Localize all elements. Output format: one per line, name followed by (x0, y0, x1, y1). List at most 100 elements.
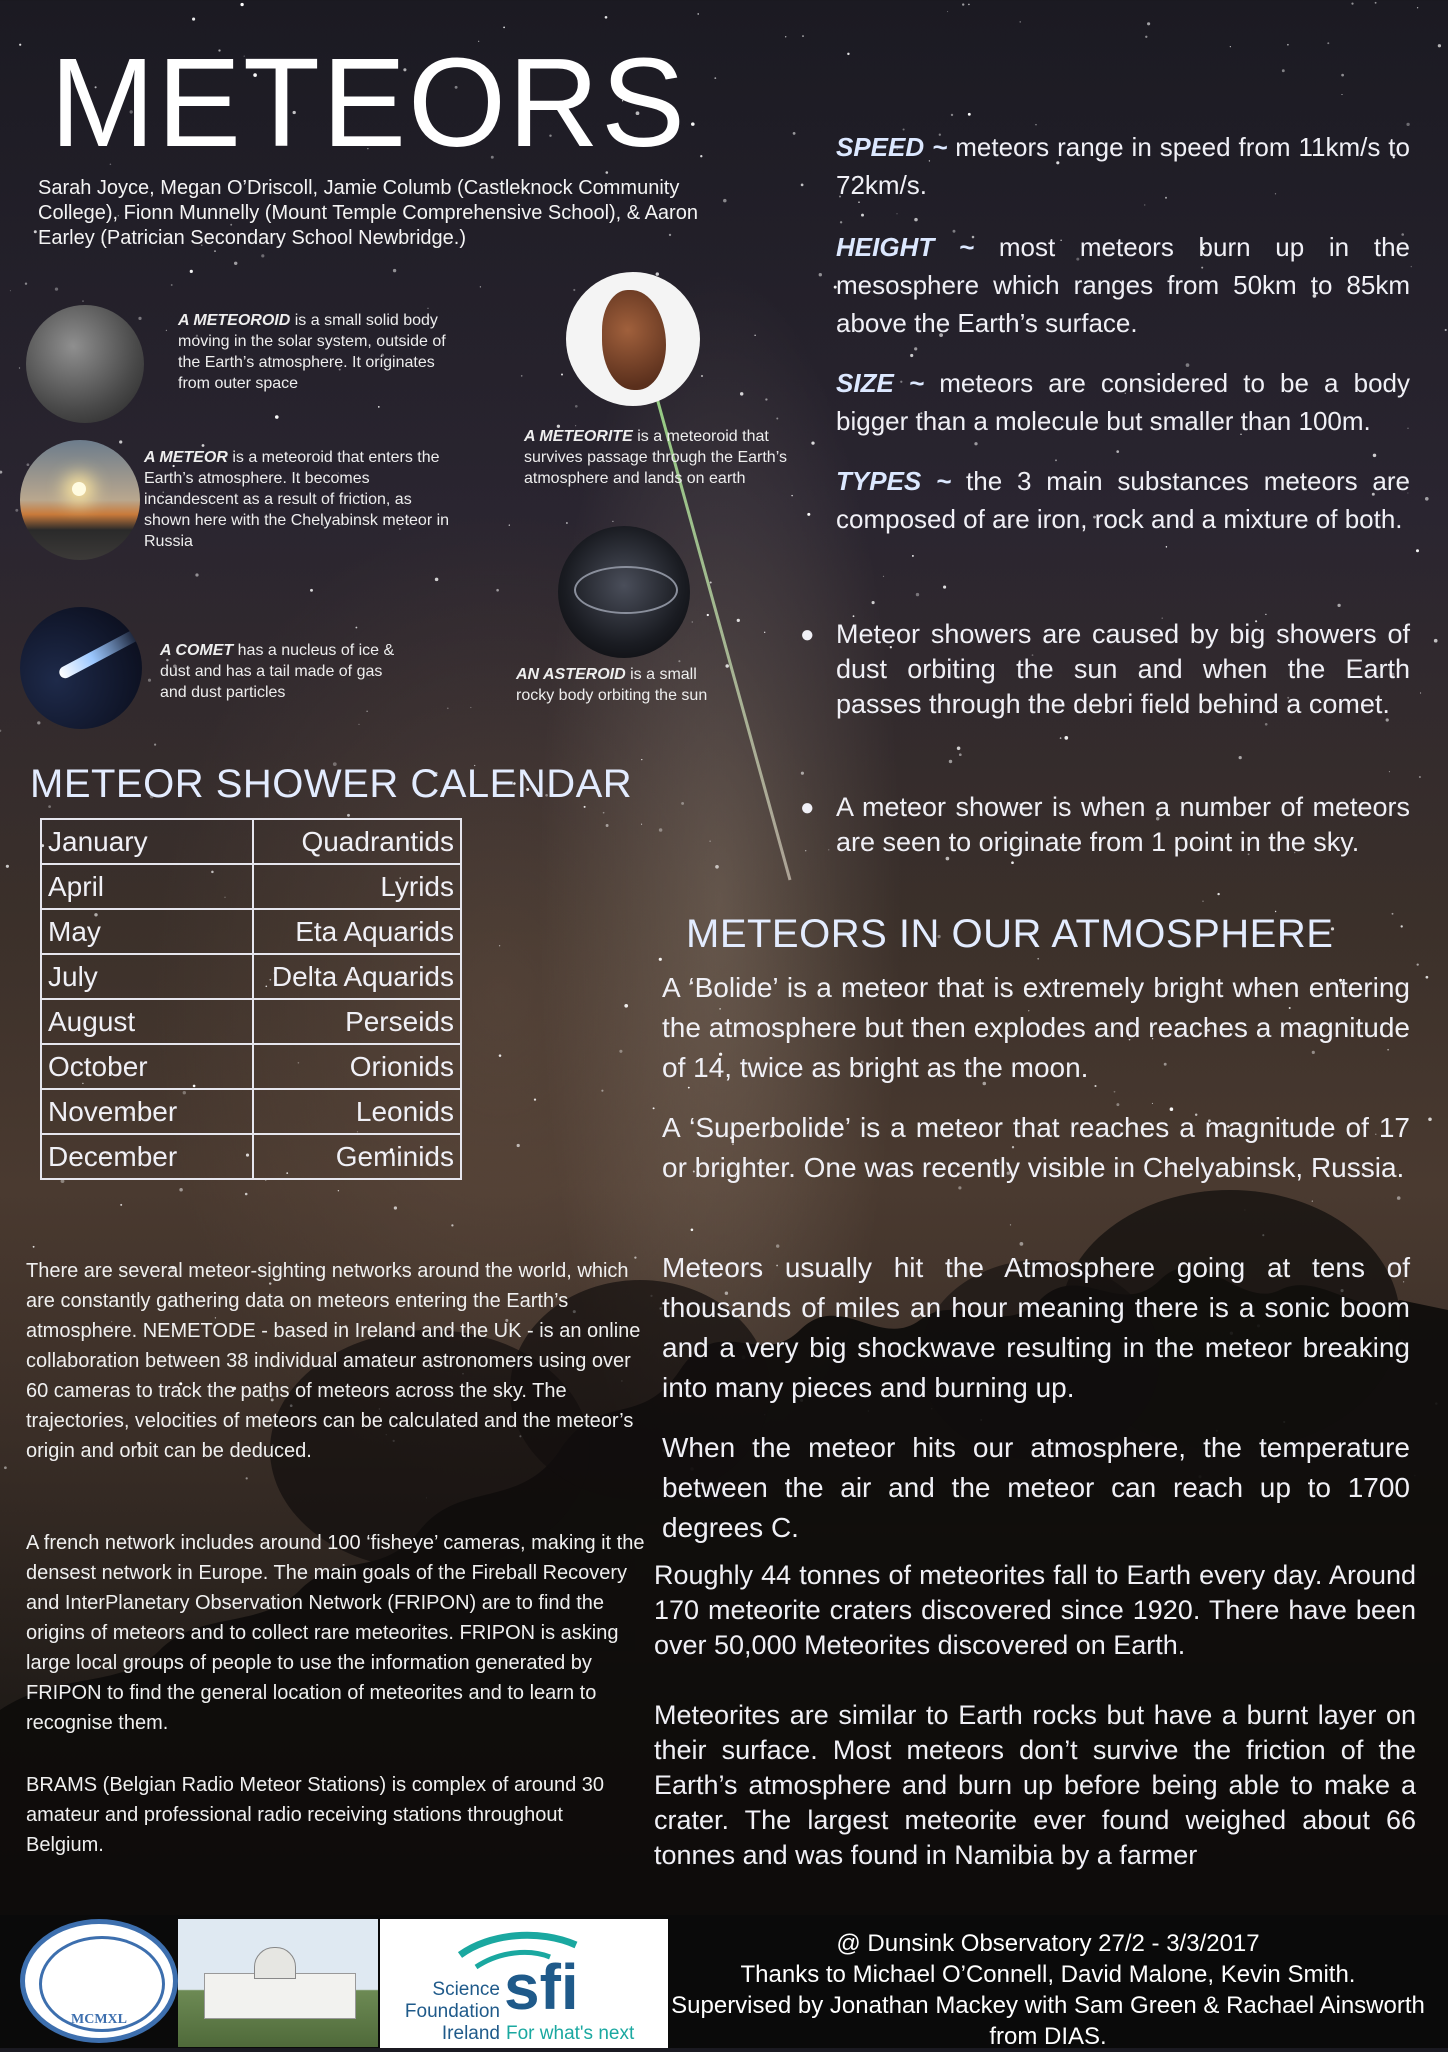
star (1055, 459, 1057, 462)
star (1244, 1209, 1246, 1211)
fripon-paragraph: A french network includes around 100 ‘fi… (26, 1532, 645, 1734)
star (189, 269, 193, 273)
star (1064, 736, 1069, 740)
star (516, 1143, 520, 1148)
star (496, 588, 499, 592)
star (508, 524, 510, 526)
star (1165, 546, 1168, 548)
thanks-line: Thanks to Michael O’Connell, David Malon… (740, 1961, 1356, 1988)
star (612, 520, 614, 523)
star (377, 406, 380, 408)
star (310, 588, 313, 592)
bullet-text: Meteor showers are caused by big showers… (836, 619, 1410, 719)
star (1116, 450, 1120, 453)
shower-cell: Orionids (252, 1043, 462, 1090)
star (261, 254, 265, 258)
sfi-tagline: For what's next (506, 2023, 635, 2044)
star (165, 329, 168, 332)
star (1151, 1102, 1153, 1104)
fact-key: SPEED ~ (836, 132, 948, 162)
star (434, 577, 439, 582)
star (1035, 124, 1037, 126)
star (650, 1294, 653, 1298)
star (1391, 912, 1394, 915)
star (120, 1203, 123, 1206)
bullet-text: A meteor shower is when a number of mete… (836, 792, 1410, 857)
star (0, 729, 2, 732)
star (1372, 453, 1377, 458)
meteorite-caption: A METEORITE is a meteoroid that survives… (524, 426, 814, 489)
star (1341, 73, 1344, 77)
month-cell: January (40, 818, 254, 865)
star (1433, 638, 1438, 643)
table-row: December Geminids (40, 1133, 462, 1180)
star (573, 288, 576, 292)
meteoroid-term: A METEOROID (178, 312, 291, 329)
star (1059, 737, 1062, 739)
star (641, 823, 643, 825)
star (1410, 265, 1412, 268)
star (1229, 46, 1231, 48)
asteroid-term: AN ASTEROID (516, 666, 626, 683)
dias-seal-logo: MCMXL (20, 1919, 178, 2043)
star (943, 585, 947, 589)
star (690, 1228, 694, 1232)
star (498, 945, 501, 947)
star (802, 35, 804, 38)
star (714, 77, 717, 79)
star (446, 707, 449, 710)
star (800, 771, 804, 775)
star (602, 811, 605, 814)
star (619, 1049, 623, 1053)
meteor-caption: A METEOR is a meteoroid that enters the … (144, 447, 454, 552)
bullet-item: ● A meteor shower is when a number of me… (800, 790, 1410, 860)
table-row: April Lyrids (40, 863, 462, 910)
star (355, 626, 358, 629)
fact-key: HEIGHT ~ (836, 232, 975, 262)
star (967, 112, 971, 116)
star (736, 618, 740, 623)
star (520, 375, 523, 377)
star (19, 43, 22, 46)
star (1147, 22, 1151, 26)
star (479, 286, 482, 288)
star (792, 132, 796, 135)
star (605, 824, 609, 827)
star (1327, 42, 1330, 45)
star (791, 494, 793, 497)
star (947, 11, 949, 13)
star (565, 522, 568, 524)
star (451, 1224, 454, 1227)
star (1116, 1103, 1120, 1107)
asteroid-caption: AN ASTEROID is a small rocky body orbiti… (516, 664, 736, 706)
star (1011, 861, 1014, 865)
star (764, 631, 766, 633)
shower-cell: Eta Aquarids (252, 908, 462, 955)
meteorite-text: is a meteoroid that survives passage thr… (524, 428, 787, 487)
star (1262, 1234, 1265, 1237)
credits-block: @ Dunsink Observatory 27/2 - 3/3/2017 Th… (668, 1928, 1428, 2052)
table-row: October Orionids (40, 1043, 462, 1090)
star (366, 710, 368, 712)
star (1287, 43, 1289, 46)
star (958, 753, 962, 757)
fact-text: meteors are considered to be a body bigg… (836, 368, 1410, 436)
star (119, 440, 123, 444)
table-row: August Perseids (40, 998, 462, 1045)
star (807, 512, 811, 516)
sfi-wordmark-ireland: Ireland (441, 2023, 500, 2044)
star (37, 721, 41, 725)
meteor-term: A METEOR (144, 449, 228, 466)
fact-key: TYPES ~ (836, 466, 952, 496)
star (754, 334, 756, 336)
star (910, 353, 914, 358)
star (1415, 549, 1420, 553)
star (956, 746, 961, 751)
star (706, 613, 709, 617)
star (561, 373, 563, 376)
table-row: January Quadrantids (40, 818, 462, 865)
star (393, 1206, 398, 1210)
month-cell: July (40, 953, 254, 1000)
venue-line: @ Dunsink Observatory 27/2 - 3/3/2017 (836, 1930, 1260, 1957)
star (1396, 1196, 1401, 1200)
